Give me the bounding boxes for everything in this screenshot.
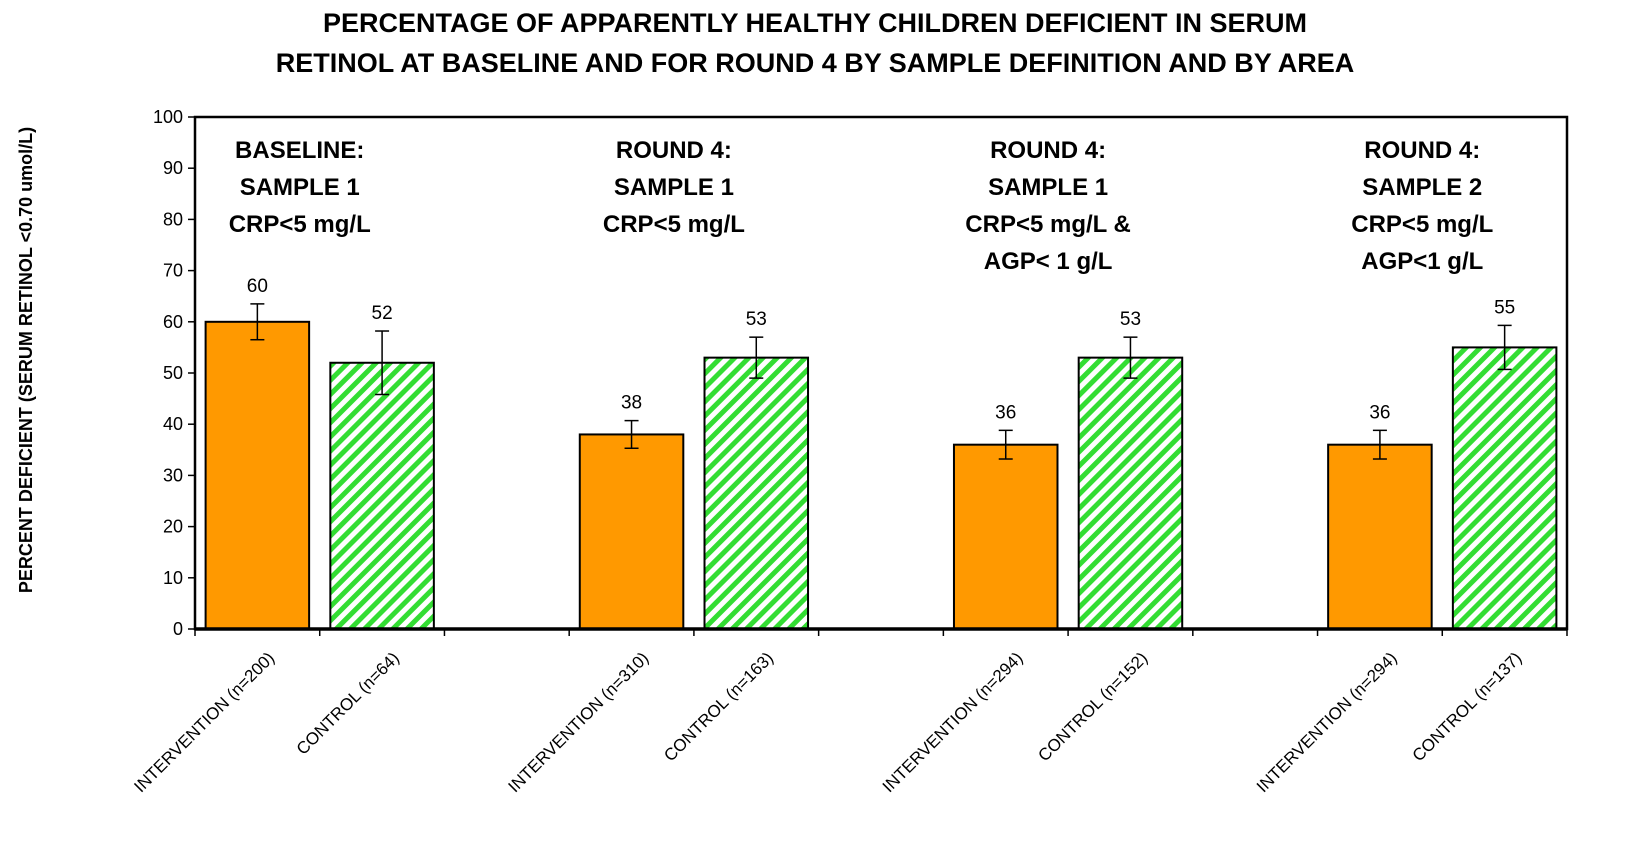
y-tick-label: 0: [173, 619, 183, 639]
y-tick-label: 20: [163, 517, 183, 537]
value-label: 55: [1494, 297, 1515, 318]
group-annotation: ROUND 4:: [616, 137, 732, 164]
group-annotation: BASELINE:: [235, 137, 364, 164]
group-annotation: SAMPLE 1: [240, 174, 360, 201]
bar: [952, 443, 1059, 630]
y-tick-label: 60: [163, 312, 183, 332]
bar: [703, 356, 810, 630]
group-annotation: SAMPLE 1: [614, 174, 734, 201]
y-tick-label: 100: [153, 107, 183, 127]
group-annotation: ROUND 4:: [1364, 137, 1480, 164]
value-label: 53: [746, 309, 767, 330]
bar: [1327, 443, 1433, 630]
group-annotation: SAMPLE 2: [1362, 174, 1482, 201]
chart-title: RETINOL AT BASELINE AND FOR ROUND 4 BY S…: [276, 48, 1355, 78]
value-label: 53: [1120, 309, 1141, 330]
y-tick-label: 30: [163, 465, 183, 485]
group-annotation: SAMPLE 1: [988, 174, 1108, 201]
y-tick-label: 80: [163, 209, 183, 229]
bar: [1077, 356, 1184, 630]
y-tick-label: 10: [163, 568, 183, 588]
value-label: 36: [995, 402, 1016, 423]
bar: [578, 433, 685, 630]
group-annotation: ROUND 4:: [990, 137, 1106, 164]
group-annotation: CRP<5 mg/L: [229, 211, 371, 238]
y-axis-label: PERCENT DEFICIENT (SERUM RETINOL <0.70 u…: [16, 127, 36, 593]
x-tick-label: CONTROL (n=152): [1034, 648, 1151, 765]
x-tick-label: CONTROL (n=137): [1409, 648, 1526, 765]
bar: [329, 361, 435, 630]
group-annotation: CRP<5 mg/L: [603, 211, 745, 238]
group-annotation: CRP<5 mg/L &: [965, 211, 1131, 238]
value-label: 52: [372, 303, 393, 324]
x-tick-label: INTERVENTION (n=294): [879, 648, 1027, 796]
x-tick-label: INTERVENTION (n=294): [1253, 648, 1401, 796]
x-tick-label: INTERVENTION (n=310): [505, 648, 653, 796]
bar: [204, 320, 311, 630]
y-tick-label: 50: [163, 363, 183, 383]
y-tick-label: 70: [163, 261, 183, 281]
chart-title: PERCENTAGE OF APPARENTLY HEALTHY CHILDRE…: [323, 8, 1307, 38]
x-tick-label: CONTROL (n=64): [293, 648, 403, 758]
x-tick-label: CONTROL (n=163): [660, 648, 777, 765]
bar: [1451, 346, 1558, 630]
value-label: 38: [621, 393, 642, 414]
group-annotation: AGP< 1 g/L: [984, 248, 1113, 275]
y-tick-label: 90: [163, 158, 183, 178]
value-label: 36: [1369, 402, 1390, 423]
group-annotation: CRP<5 mg/L: [1351, 211, 1493, 238]
value-label: 60: [247, 276, 268, 297]
y-tick-label: 40: [163, 414, 183, 434]
x-tick-label: INTERVENTION (n=200): [130, 648, 278, 796]
group-annotation: AGP<1 g/L: [1361, 248, 1483, 275]
